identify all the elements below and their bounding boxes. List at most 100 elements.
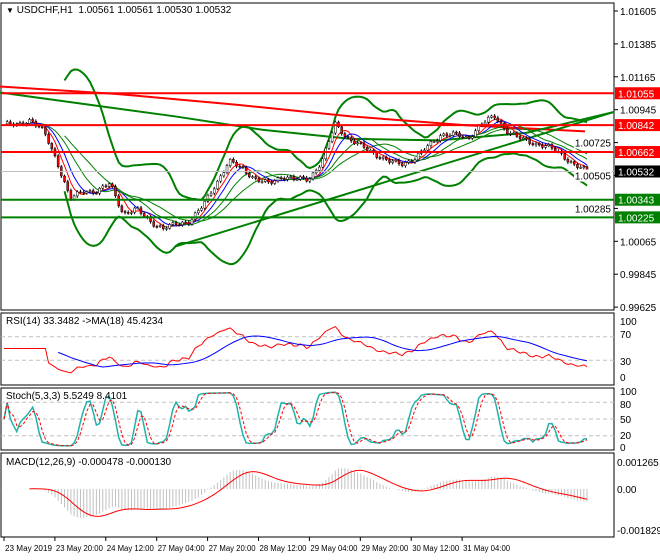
candle-body	[324, 147, 328, 160]
candle-body	[203, 200, 206, 209]
price-tick-label-bg	[574, 136, 612, 149]
candle-body	[104, 185, 108, 188]
candle-body	[63, 175, 66, 183]
candle-body	[279, 177, 283, 179]
candle-body	[254, 176, 257, 179]
candle-body	[509, 133, 512, 135]
bollinger-middle	[64, 128, 588, 222]
candle-body	[181, 221, 184, 226]
candle-body	[197, 210, 200, 214]
candle-body	[276, 177, 280, 181]
level-badge-label: 1.00662	[618, 148, 655, 159]
price-tick-label: 1.00505	[575, 172, 612, 183]
candle-body	[569, 161, 573, 163]
price-tick-label: 1.01385	[620, 40, 657, 51]
candle-body	[541, 144, 544, 148]
rsi-tick-label: 30	[620, 357, 632, 368]
candle-body	[139, 207, 143, 214]
candle-body	[101, 185, 105, 189]
candle-body	[136, 207, 140, 210]
candle-body	[423, 149, 426, 152]
candle-body	[152, 221, 155, 227]
candle-body	[142, 213, 146, 217]
candle-body	[483, 121, 487, 125]
candle-body	[72, 195, 76, 200]
candle-body	[162, 225, 165, 229]
candle-body	[270, 181, 273, 184]
candle-body	[91, 190, 95, 194]
time-tick-label: 29 May 04:00	[310, 544, 358, 553]
stoch-tick-label: 20	[620, 431, 632, 442]
candle-body	[388, 159, 391, 163]
stoch-tick-label: 100	[620, 387, 637, 398]
candle-body	[79, 191, 82, 194]
high-value: 1.00561	[117, 5, 154, 16]
candle-body	[426, 145, 429, 151]
candle-body	[168, 224, 171, 229]
candle-body	[528, 138, 531, 144]
collapse-triangle-icon[interactable]: ▼	[6, 6, 14, 15]
candle-body	[213, 188, 216, 194]
candle-body	[123, 211, 127, 213]
close-value: 1.00532	[195, 5, 232, 16]
candle-body	[177, 224, 181, 226]
candle-body	[506, 128, 509, 135]
time-tick-label: 27 May 20:00	[209, 544, 257, 553]
candle-body	[286, 176, 289, 180]
candle-body	[133, 207, 136, 213]
candle-body	[327, 141, 331, 149]
candle-body	[343, 133, 347, 137]
level-badge-label: 1.00343	[618, 196, 655, 207]
candle-body	[451, 131, 455, 136]
candle-body	[397, 159, 401, 165]
rsi-label: RSI(14) 33.3482 ->MA(18) 45.4234	[6, 316, 164, 327]
candle-body	[120, 205, 124, 212]
rsi-ma-line	[57, 335, 588, 368]
candle-body	[126, 212, 130, 214]
candle-body	[248, 172, 251, 178]
candle-body	[493, 115, 496, 119]
candle-body	[410, 160, 414, 163]
candle-body	[365, 147, 369, 151]
candle-body	[171, 222, 175, 225]
candle-body	[308, 178, 312, 182]
candle-body	[490, 115, 493, 118]
candle-body	[85, 191, 89, 194]
price-tick-label: 1.00285	[575, 204, 612, 215]
candle-body	[155, 226, 159, 228]
panel-frame-0	[0, 2, 615, 311]
stoch-tick-label: 50	[620, 415, 632, 426]
candle-body	[28, 119, 31, 124]
candle-body	[200, 207, 203, 211]
candle-body	[318, 166, 321, 171]
candle-body	[95, 192, 98, 195]
candle-body	[512, 132, 515, 135]
macd-tick-label: -0.001829	[617, 526, 660, 537]
candle-body	[257, 178, 261, 182]
candle-body	[190, 219, 194, 225]
stoch-label: Stoch(5,3,3) 5.5249 8.4101	[6, 391, 128, 402]
candle-body	[321, 158, 324, 168]
price-tick-label: 1.00945	[620, 106, 657, 117]
symbol-label: USDCHF,H1	[16, 5, 73, 16]
candle-body	[445, 133, 449, 137]
open-value: 1.00561	[78, 5, 115, 16]
price-tick-label: 0.99845	[620, 270, 657, 281]
time-tick-label: 24 May 12:00	[107, 544, 155, 553]
candle-body	[292, 176, 296, 180]
level-badge	[615, 211, 660, 224]
candle-body	[130, 212, 133, 214]
candle-body	[534, 143, 538, 146]
candle-body	[295, 178, 299, 181]
price-tick-label: 1.01165	[620, 73, 656, 84]
candle-body	[413, 159, 417, 163]
candle-body	[362, 142, 366, 148]
candle-body	[350, 137, 353, 142]
level-badge	[615, 119, 660, 132]
chart-header: ▼ USDCHF,H1 1.00561 1.00561 1.00530 1.00…	[6, 5, 231, 16]
candle-body	[461, 136, 465, 138]
candle-body	[381, 156, 385, 159]
candle-body	[391, 160, 394, 163]
